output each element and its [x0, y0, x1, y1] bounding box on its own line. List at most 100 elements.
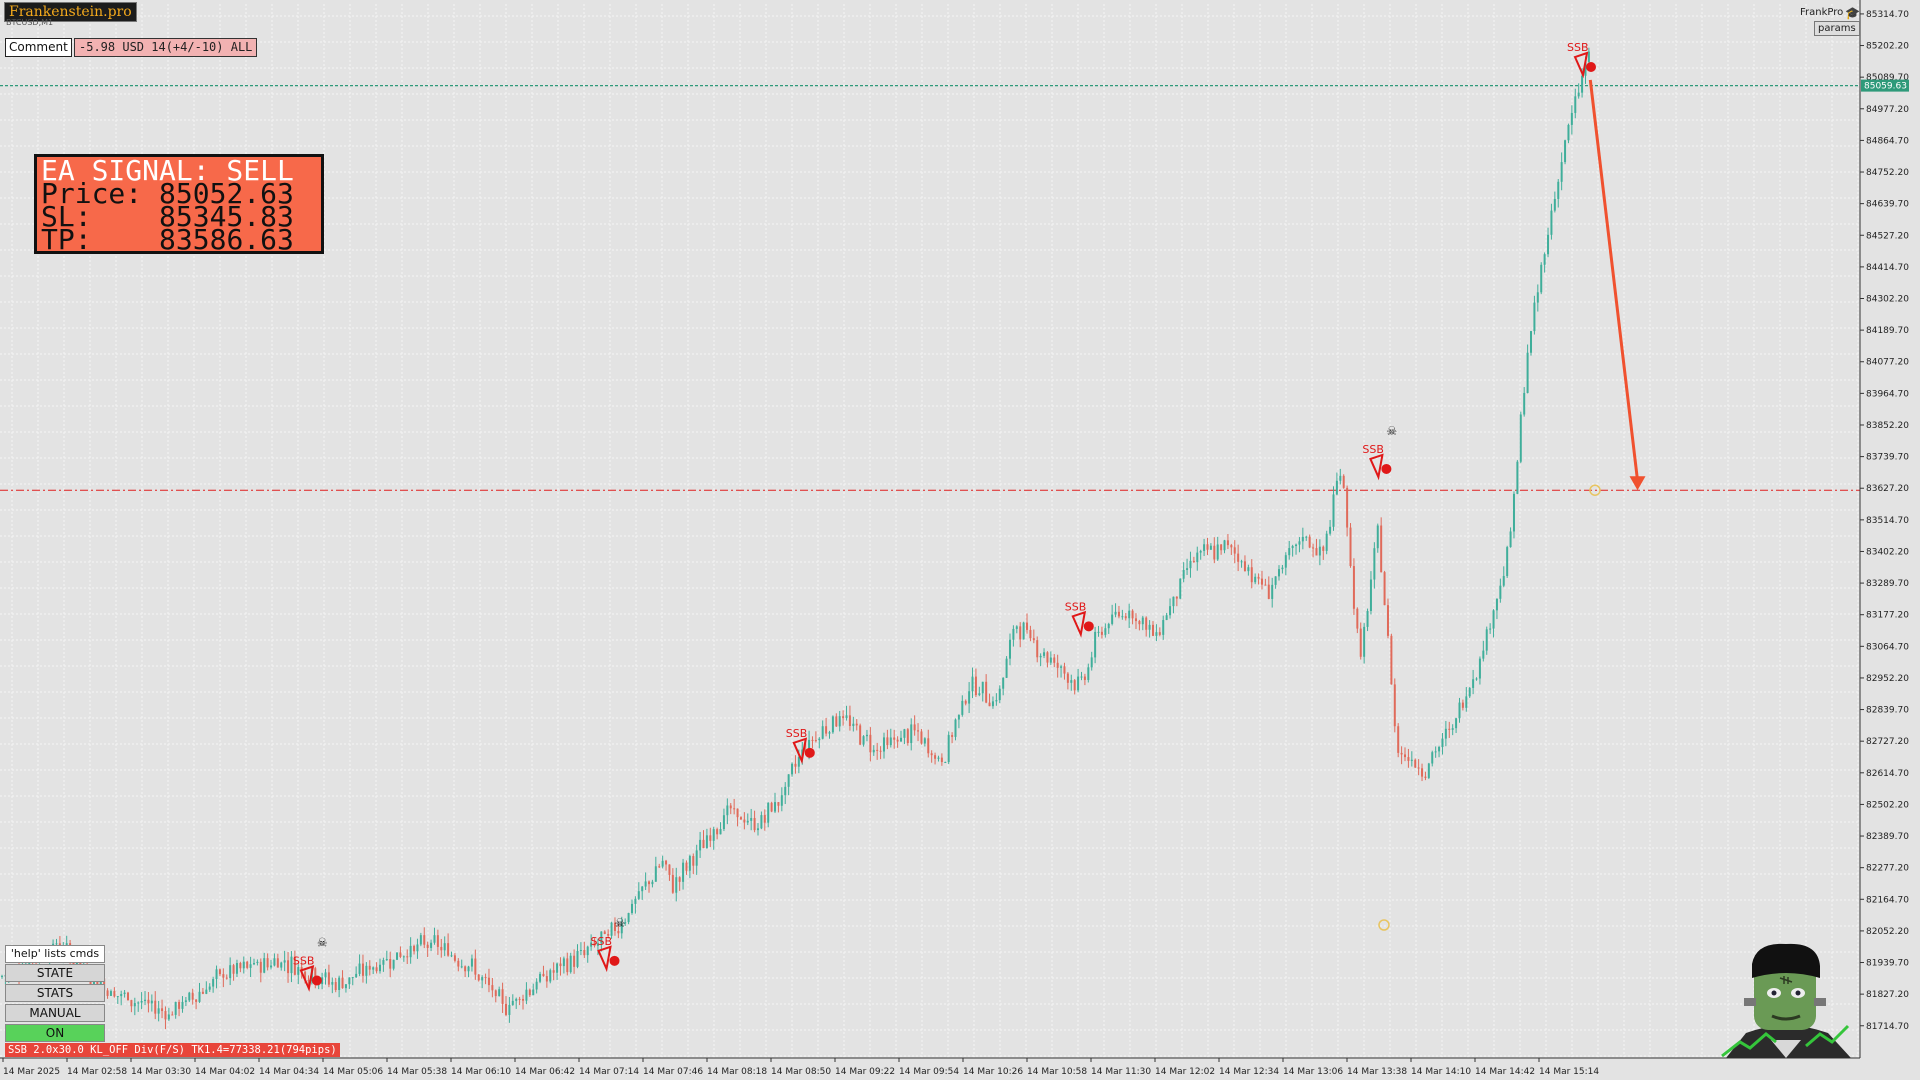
candle — [671, 874, 674, 893]
candle — [600, 931, 603, 944]
candle — [1209, 545, 1212, 550]
candle — [1393, 684, 1396, 727]
candle — [198, 991, 201, 1002]
candle — [692, 856, 695, 866]
signal-shape — [792, 737, 808, 765]
candle — [1213, 545, 1216, 560]
signal-shape — [1573, 51, 1589, 79]
candle — [1240, 561, 1243, 563]
price-label: Price: — [41, 177, 143, 210]
candle — [208, 986, 211, 990]
candle — [1039, 655, 1042, 658]
candle — [1407, 757, 1410, 761]
time-tick-label: 14 Mar 11:30 — [1091, 1067, 1151, 1077]
candle — [699, 839, 702, 851]
stats-button[interactable]: STATS — [5, 984, 105, 1002]
candle — [712, 829, 715, 841]
candle — [1298, 541, 1301, 545]
on-toggle-button[interactable]: ON — [5, 1024, 105, 1042]
candle — [831, 716, 834, 733]
candle — [603, 931, 606, 935]
candle — [116, 996, 119, 998]
candle — [808, 739, 811, 752]
price-tick-label: 83064.70 — [1866, 642, 1909, 652]
candle — [297, 967, 300, 975]
candle — [144, 999, 147, 1001]
candle — [1189, 560, 1192, 569]
candle — [889, 737, 892, 746]
candle — [1284, 555, 1287, 568]
graduation-cap-icon[interactable]: 🎓 — [1845, 6, 1860, 20]
price-axis[interactable]: 85314.70 85202.20 85089.70 84977.20 84864.70… — [1859, 0, 1920, 1080]
price-tick-label: 82052.20 — [1866, 927, 1909, 937]
candle — [1526, 352, 1529, 393]
manual-button[interactable]: MANUAL — [5, 1004, 105, 1022]
candle — [225, 977, 228, 979]
candle — [232, 965, 235, 974]
candles — [1, 47, 1590, 1030]
ssb-signal-label: SSB — [1362, 443, 1384, 456]
candle — [1346, 487, 1349, 528]
signal-sl-row: SL: 85345.83 — [41, 203, 321, 231]
candle — [828, 732, 831, 734]
candle — [1332, 494, 1335, 527]
price-tick-label: 81939.70 — [1866, 959, 1909, 969]
candle — [767, 802, 770, 823]
candle — [1451, 728, 1454, 730]
candle — [1111, 614, 1114, 624]
candle — [249, 964, 252, 968]
candle — [123, 992, 126, 995]
candle — [1, 975, 3, 977]
candle — [1008, 639, 1011, 659]
candle — [739, 817, 742, 820]
price-tick-label: 84752.20 — [1866, 168, 1909, 178]
price-tick-label: 84189.70 — [1866, 326, 1909, 336]
candle — [433, 935, 436, 943]
candle — [1516, 461, 1519, 494]
candle — [396, 952, 399, 960]
candle — [1029, 629, 1032, 639]
candle — [287, 960, 290, 974]
candle — [1342, 475, 1345, 488]
candle — [957, 714, 960, 720]
params-button[interactable]: params — [1814, 21, 1860, 36]
candle — [855, 723, 858, 726]
candle — [627, 913, 630, 923]
candle — [1444, 728, 1447, 739]
candle — [106, 990, 109, 996]
candle — [882, 737, 885, 752]
candle — [1223, 540, 1226, 551]
candle — [242, 961, 245, 969]
price-tick-label: 82727.20 — [1866, 737, 1909, 747]
candle — [1472, 679, 1475, 688]
sell-marker-dot — [1083, 621, 1094, 632]
candle — [1540, 264, 1543, 293]
candle — [879, 750, 882, 752]
candle — [113, 991, 116, 997]
candle — [1083, 676, 1086, 680]
candle — [252, 963, 255, 965]
price-tick-label: 83177.20 — [1866, 611, 1909, 621]
sell-arrow — [1588, 79, 1646, 491]
time-axis[interactable]: 14 Mar 2025 14 Mar 02:58 14 Mar 03:30 14 Ma… — [0, 1057, 1920, 1080]
candle — [974, 676, 977, 696]
signal-shape — [299, 965, 315, 992]
price-tick-label: 84077.20 — [1866, 358, 1909, 368]
candle — [205, 989, 208, 994]
candle — [399, 952, 402, 957]
signal-title: EA SIGNAL: SELL — [41, 154, 294, 187]
comment-button[interactable]: Comment — [5, 38, 72, 57]
brand-logo[interactable]: Frankenstein.pro — [4, 2, 137, 22]
candle — [1216, 544, 1219, 560]
candle — [181, 1001, 184, 1009]
candle — [501, 989, 504, 1004]
candle — [917, 730, 920, 732]
state-button[interactable]: STATE — [5, 964, 105, 982]
candle — [1036, 640, 1039, 658]
candle — [1461, 702, 1464, 708]
candle — [821, 726, 824, 739]
sl-value: 85345.83 — [159, 200, 294, 233]
help-hint: 'help' lists cmds — [5, 945, 105, 963]
candle — [460, 966, 463, 968]
candle — [644, 881, 647, 887]
